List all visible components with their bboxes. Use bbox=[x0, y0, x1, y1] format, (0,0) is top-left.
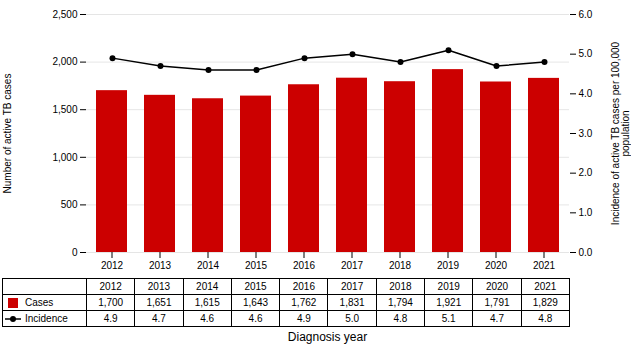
svg-text:2016: 2016 bbox=[293, 260, 316, 271]
svg-text:2.0: 2.0 bbox=[579, 167, 593, 178]
html-text:1,762: 1,762 bbox=[291, 297, 317, 308]
html-text:2014: 2014 bbox=[196, 281, 219, 292]
svg-text:2014: 2014 bbox=[197, 260, 220, 271]
svg-text:2013: 2013 bbox=[149, 260, 172, 271]
html-text:1,791: 1,791 bbox=[484, 297, 510, 308]
svg-text:6.0: 6.0 bbox=[579, 9, 593, 20]
html-text:4.9: 4.9 bbox=[103, 313, 118, 324]
svg-text:500: 500 bbox=[61, 199, 78, 210]
svg-text:2,500: 2,500 bbox=[52, 9, 77, 20]
html-text:2019: 2019 bbox=[437, 281, 460, 292]
html-text:4.7: 4.7 bbox=[152, 313, 166, 324]
html-text:4.8: 4.8 bbox=[538, 313, 553, 324]
html-text:1,700: 1,700 bbox=[98, 297, 124, 308]
html-text:2012: 2012 bbox=[99, 281, 122, 292]
html-text:2013: 2013 bbox=[147, 281, 171, 292]
html-text:1,831: 1,831 bbox=[339, 297, 365, 308]
svg-text:3.0: 3.0 bbox=[579, 128, 593, 139]
html-text:2020: 2020 bbox=[485, 281, 509, 292]
html-text:2015: 2015 bbox=[244, 281, 267, 292]
html-text:1,794: 1,794 bbox=[387, 297, 413, 308]
html-text:1,921: 1,921 bbox=[436, 297, 462, 308]
svg-text:Number of active TB cases: Number of active TB cases bbox=[2, 74, 13, 194]
html-text:4.7: 4.7 bbox=[490, 313, 504, 324]
html-text:4.6: 4.6 bbox=[248, 313, 263, 324]
html-text:Cases: Cases bbox=[25, 296, 54, 308]
html-text:1,615: 1,615 bbox=[194, 297, 220, 308]
svg-text:1,500: 1,500 bbox=[52, 104, 77, 115]
svg-text:0.0: 0.0 bbox=[579, 247, 593, 258]
svg-text:4.0: 4.0 bbox=[579, 88, 593, 99]
svg-text:1.0: 1.0 bbox=[579, 207, 593, 218]
svg-text:2,000: 2,000 bbox=[52, 56, 77, 67]
html-text:2016: 2016 bbox=[292, 281, 315, 292]
svg-text:Incidence of active TB cases p: Incidence of active TB cases per 100,000… bbox=[610, 41, 631, 225]
html-text:1,651: 1,651 bbox=[146, 297, 172, 308]
svg-text:0: 0 bbox=[72, 247, 78, 258]
svg-text:2018: 2018 bbox=[389, 260, 412, 271]
html-text:2017: 2017 bbox=[341, 281, 364, 292]
html-text:4.8: 4.8 bbox=[393, 313, 408, 324]
svg-text:5.0: 5.0 bbox=[579, 48, 593, 59]
html-text:1,643: 1,643 bbox=[243, 297, 268, 308]
html-text:4.9: 4.9 bbox=[296, 313, 311, 324]
html-text:4.6: 4.6 bbox=[200, 313, 215, 324]
svg-text:2012: 2012 bbox=[101, 260, 124, 271]
html-text:Diagnosis year: Diagnosis year bbox=[287, 330, 368, 344]
html-text:Incidence: Incidence bbox=[25, 312, 68, 324]
svg-text:2019: 2019 bbox=[437, 260, 460, 271]
svg-text:2021: 2021 bbox=[533, 260, 556, 271]
svg-text:2015: 2015 bbox=[245, 260, 268, 271]
html-text:2021: 2021 bbox=[534, 281, 557, 292]
html-text:5.0: 5.0 bbox=[345, 313, 360, 324]
html-text:5.1: 5.1 bbox=[441, 313, 456, 324]
html-text:1,829: 1,829 bbox=[532, 297, 558, 308]
html-text:2018: 2018 bbox=[389, 281, 412, 292]
svg-text:2017: 2017 bbox=[341, 260, 364, 271]
svg-text:1,000: 1,000 bbox=[52, 152, 77, 163]
svg-text:2020: 2020 bbox=[485, 260, 508, 271]
